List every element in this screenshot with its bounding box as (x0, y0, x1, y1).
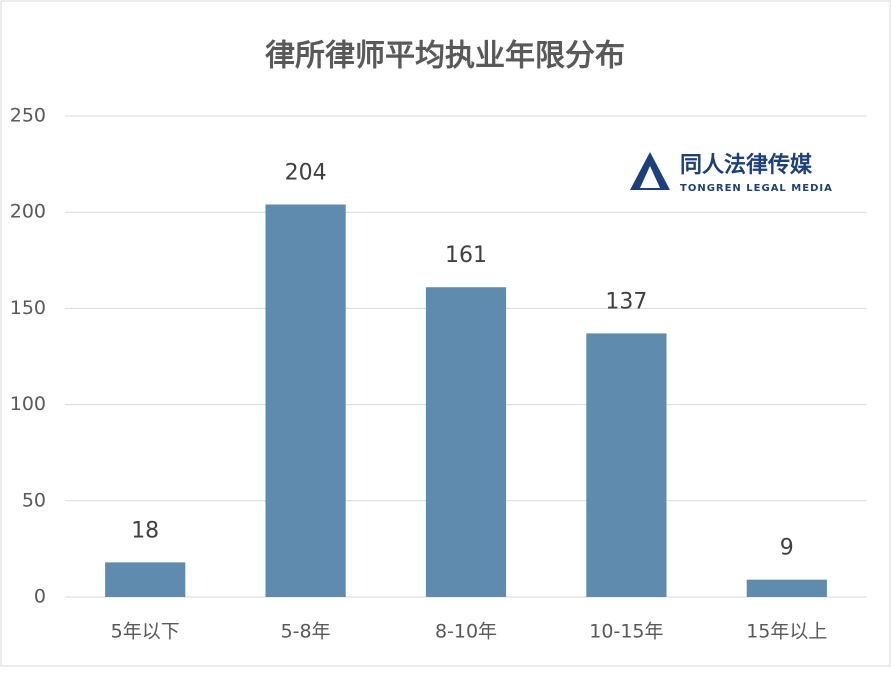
value-label: 9 (780, 536, 794, 561)
bar (265, 204, 346, 597)
x-tick-label: 15年以上 (746, 621, 827, 643)
y-tick-label: 100 (10, 393, 46, 415)
bar (746, 579, 827, 597)
logo: 同人法律传媒 TONGREN LEGAL MEDIA (630, 152, 833, 194)
logo-icon-inner (640, 166, 660, 188)
y-tick-label: 0 (34, 586, 46, 608)
bar (586, 333, 667, 597)
value-label: 161 (445, 243, 487, 268)
logo-subtitle: TONGREN LEGAL MEDIA (680, 183, 833, 194)
x-tick-label: 10-15年 (589, 621, 663, 643)
y-tick-label: 50 (22, 489, 46, 511)
x-tick-label: 5-8年 (281, 621, 331, 643)
value-label: 18 (131, 518, 159, 543)
value-label: 137 (605, 289, 647, 314)
bar (425, 287, 507, 597)
y-tick-label: 200 (10, 201, 46, 223)
logo-name: 同人法律传媒 (680, 152, 813, 178)
x-tick-label: 8-10年 (435, 621, 497, 643)
y-tick-label: 250 (10, 105, 46, 127)
y-tick-label: 150 (10, 297, 46, 319)
value-label: 204 (285, 161, 327, 186)
chart-title: 律所律师平均执业年限分布 (265, 39, 625, 74)
x-tick-label: 5年以下 (111, 621, 180, 643)
bar (105, 562, 186, 597)
